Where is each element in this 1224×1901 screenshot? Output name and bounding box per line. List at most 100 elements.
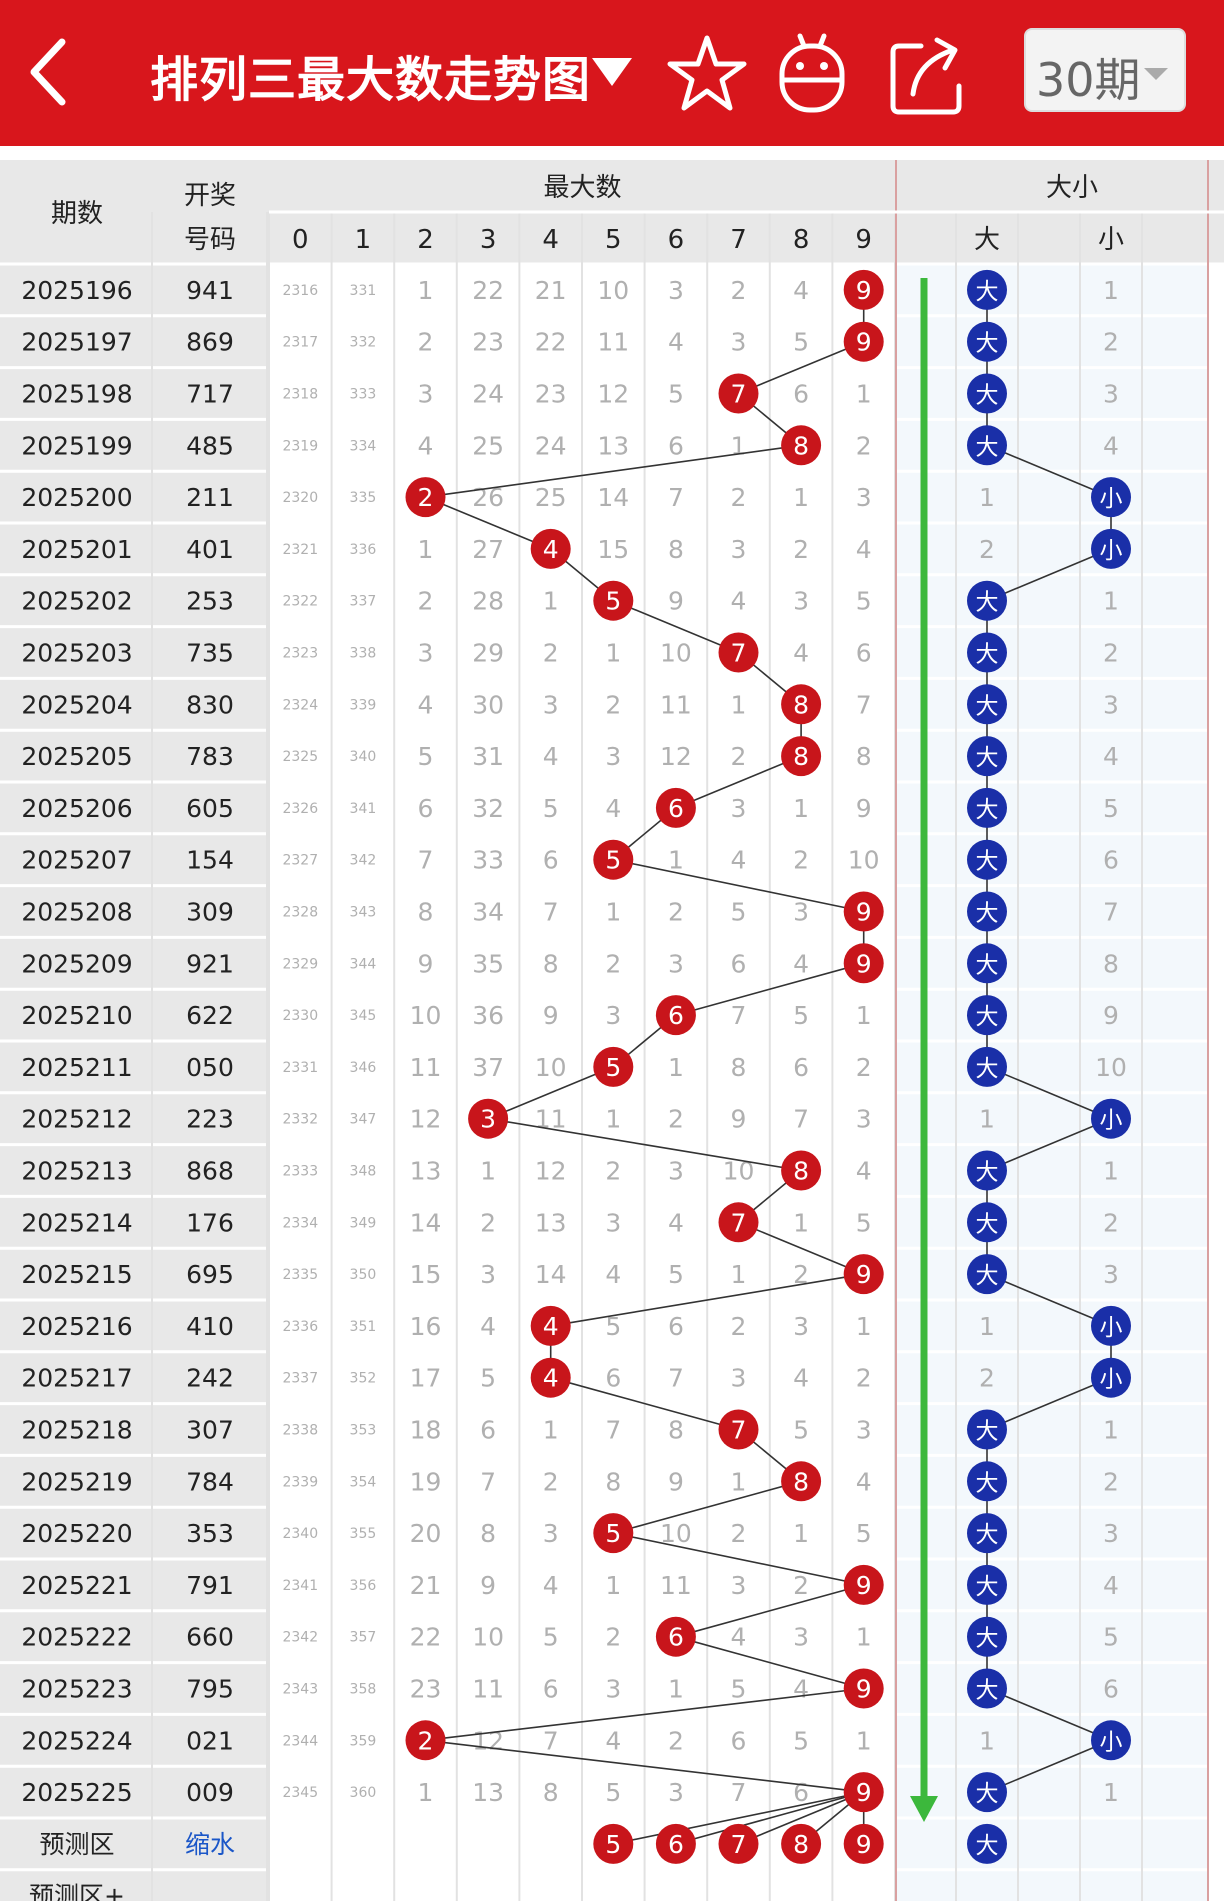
page-title[interactable]: 排列三最大数走势图 bbox=[150, 52, 592, 108]
max-ball-bg bbox=[405, 477, 446, 518]
period-value: 30期 bbox=[1036, 53, 1141, 107]
predict-max-ball[interactable]: 9 bbox=[856, 1830, 872, 1859]
miss-count: 3 bbox=[668, 276, 684, 305]
miss-count: 2334 bbox=[282, 1215, 318, 1231]
size-ball: 大 bbox=[976, 642, 999, 668]
size-ball-bg bbox=[967, 943, 1007, 984]
max-ball: 9 bbox=[856, 949, 872, 978]
size-miss-count: 8 bbox=[1103, 949, 1119, 978]
code-cell: 869 bbox=[186, 328, 234, 357]
digit-header: 3 bbox=[480, 225, 497, 255]
size-ball: 大 bbox=[976, 797, 999, 823]
star-icon[interactable] bbox=[665, 28, 749, 118]
miss-count: 3 bbox=[543, 690, 559, 719]
dropdown-triangle-icon[interactable] bbox=[588, 44, 636, 104]
max-ball: 8 bbox=[793, 1467, 809, 1496]
code-cell: 176 bbox=[186, 1208, 234, 1237]
issue-cell: 2025211 bbox=[21, 1053, 132, 1082]
miss-count: 33 bbox=[472, 846, 504, 875]
row-size-bg bbox=[896, 833, 1208, 886]
miss-count: 360 bbox=[350, 1785, 377, 1801]
miss-count: 2336 bbox=[282, 1319, 318, 1335]
miss-count: 4 bbox=[543, 742, 559, 771]
trend-line bbox=[675, 962, 864, 1016]
issue-cell: 2025217 bbox=[21, 1364, 132, 1393]
trend-arrow-head bbox=[910, 1796, 938, 1822]
row-size-bg bbox=[896, 1196, 1208, 1249]
predict-max-ball[interactable]: 8 bbox=[793, 1830, 809, 1859]
miss-count: 3 bbox=[856, 1105, 872, 1134]
miss-count: 2322 bbox=[282, 594, 318, 610]
miss-count: 6 bbox=[731, 949, 747, 978]
code-column-header: 开奖 bbox=[184, 181, 236, 211]
code-cell: 735 bbox=[186, 639, 234, 668]
robot-icon[interactable] bbox=[770, 28, 854, 118]
predict-max-ball[interactable]: 5 bbox=[605, 1830, 621, 1859]
predict-max-ball-bg[interactable] bbox=[593, 1823, 634, 1864]
miss-count: 1 bbox=[731, 1467, 747, 1496]
miss-count: 2316 bbox=[282, 283, 318, 299]
miss-count: 350 bbox=[350, 1267, 377, 1283]
size-miss-count: 10 bbox=[1095, 1053, 1127, 1082]
miss-count: 5 bbox=[731, 898, 747, 927]
miss-count: 6 bbox=[731, 1726, 747, 1755]
max-ball-bg bbox=[781, 1461, 822, 1502]
max-ball-bg bbox=[530, 1357, 571, 1398]
miss-count: 3 bbox=[668, 949, 684, 978]
digit-header: 2 bbox=[417, 225, 434, 255]
miss-count: 4 bbox=[793, 1675, 809, 1704]
miss-count: 10 bbox=[535, 1053, 567, 1082]
row-size-bg bbox=[896, 1248, 1208, 1300]
predict-max-ball[interactable]: 7 bbox=[731, 1830, 747, 1859]
predict-max-ball-bg[interactable] bbox=[843, 1823, 884, 1864]
miss-count: 2 bbox=[731, 1519, 747, 1548]
predict-max-ball-bg[interactable] bbox=[655, 1823, 696, 1864]
code-cell: 353 bbox=[186, 1519, 234, 1548]
issue-cell: 2025204 bbox=[21, 690, 132, 719]
miss-count: 4 bbox=[856, 535, 872, 564]
miss-count: 10 bbox=[848, 846, 880, 875]
issue-cell: 2025219 bbox=[21, 1467, 132, 1496]
miss-count: 3 bbox=[793, 587, 809, 616]
miss-count: 345 bbox=[350, 1008, 377, 1024]
size-ball-bg bbox=[967, 1254, 1007, 1295]
period-select[interactable]: 30期 bbox=[1024, 28, 1186, 112]
row-size-bg bbox=[896, 264, 1208, 316]
row-size-bg bbox=[896, 885, 1208, 938]
size-miss-count: 4 bbox=[1103, 1571, 1119, 1600]
predict-max-ball-bg[interactable] bbox=[781, 1823, 822, 1864]
back-arrow-icon[interactable] bbox=[22, 22, 82, 122]
predict-max-ball[interactable]: 6 bbox=[668, 1830, 684, 1859]
size-ball: 大 bbox=[976, 1160, 999, 1186]
miss-count: 332 bbox=[350, 335, 377, 351]
shrink-link[interactable]: 缩水 bbox=[185, 1830, 235, 1859]
trend-line bbox=[675, 1584, 864, 1638]
trend-line bbox=[425, 1739, 864, 1793]
trend-line bbox=[613, 858, 864, 913]
miss-count: 341 bbox=[350, 801, 377, 817]
miss-count: 6 bbox=[543, 1675, 559, 1704]
app-bar: 排列三最大数走势图 30期 bbox=[0, 0, 1224, 146]
miss-count: 9 bbox=[543, 1001, 559, 1030]
miss-count: 2345 bbox=[282, 1785, 318, 1801]
miss-count: 355 bbox=[350, 1526, 377, 1542]
size-ball-bg bbox=[967, 373, 1007, 414]
issue-cell: 2025220 bbox=[21, 1519, 132, 1548]
max-ball-bg bbox=[718, 373, 759, 414]
predict-max-ball-bg[interactable] bbox=[718, 1823, 759, 1864]
size-miss-count: 1 bbox=[979, 483, 995, 512]
size-miss-count: 1 bbox=[979, 1105, 995, 1134]
miss-count: 2 bbox=[856, 1053, 872, 1082]
row-size-bg bbox=[896, 782, 1208, 834]
trend-line bbox=[550, 1376, 739, 1431]
size-miss-count: 1 bbox=[979, 1312, 995, 1341]
size-ball: 大 bbox=[976, 745, 999, 771]
miss-count: 4 bbox=[605, 1726, 621, 1755]
miss-count: 23 bbox=[472, 328, 504, 357]
miss-count: 2 bbox=[418, 328, 434, 357]
miss-count: 1 bbox=[856, 1623, 872, 1652]
miss-count: 337 bbox=[350, 594, 377, 610]
share-icon[interactable] bbox=[885, 28, 969, 118]
miss-count: 2321 bbox=[282, 542, 318, 558]
miss-count: 7 bbox=[543, 1726, 559, 1755]
